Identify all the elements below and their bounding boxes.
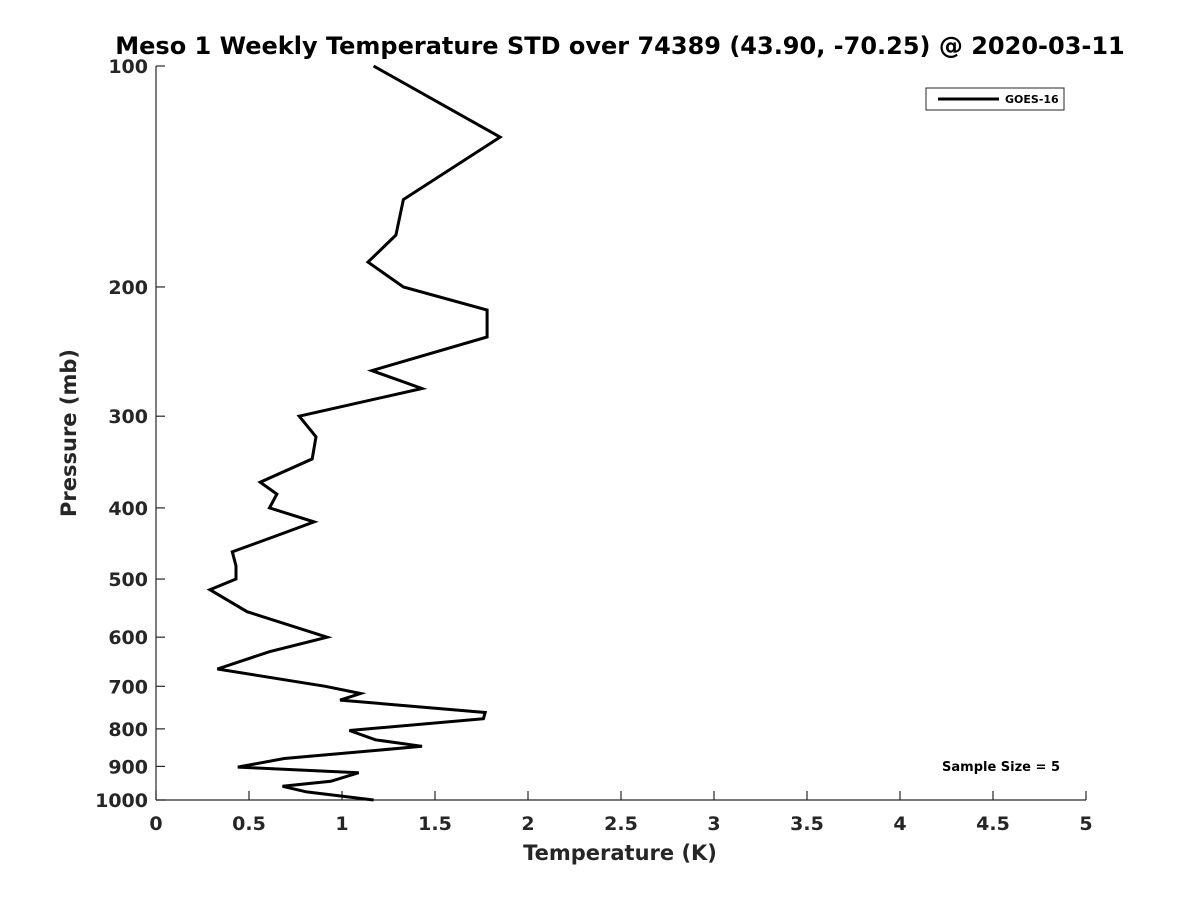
y-tick-label: 600 — [108, 627, 148, 649]
y-tick-label: 800 — [108, 719, 148, 741]
y-tick-label: 400 — [108, 498, 148, 520]
x-tick-label: 2 — [521, 813, 534, 835]
y-axis-ticks: 100 200 300 400 500 600 700 800 900 1000 — [95, 56, 165, 812]
series-group — [206, 64, 504, 802]
x-tick-label: 1.5 — [418, 813, 452, 835]
x-axis-ticks: 0 0.5 1 1.5 2 2.5 3 3.5 4 4.5 5 — [149, 791, 1093, 835]
y-tick-label: 200 — [108, 277, 148, 299]
y-axis-label: Pressure (mb) — [57, 349, 81, 517]
x-tick-label: 4 — [893, 813, 906, 835]
legend-label-goes-16: GOES-16 — [1005, 93, 1059, 106]
y-tick-label: 700 — [108, 676, 148, 698]
x-tick-label: 3 — [707, 813, 720, 835]
chart-title: Meso 1 Weekly Temperature STD over 74389… — [115, 32, 1125, 60]
legend: GOES-16 — [925, 87, 1065, 111]
x-tick-label: 0 — [149, 813, 162, 835]
x-axis-label: Temperature (K) — [523, 841, 717, 865]
y-tick-label: 1000 — [95, 790, 148, 812]
x-tick-label: 0.5 — [232, 813, 266, 835]
x-tick-label: 2.5 — [604, 813, 638, 835]
x-tick-label: 1 — [335, 813, 348, 835]
y-tick-label: 500 — [108, 569, 148, 591]
series-line-goes-16 — [206, 64, 504, 802]
y-tick-label: 900 — [108, 756, 148, 778]
x-tick-label: 3.5 — [790, 813, 824, 835]
x-tick-label: 4.5 — [976, 813, 1010, 835]
y-tick-label: 300 — [108, 406, 148, 428]
x-tick-label: 5 — [1079, 813, 1092, 835]
y-tick-label: 100 — [108, 56, 148, 78]
sample-size-annotation: Sample Size = 5 — [942, 760, 1060, 775]
